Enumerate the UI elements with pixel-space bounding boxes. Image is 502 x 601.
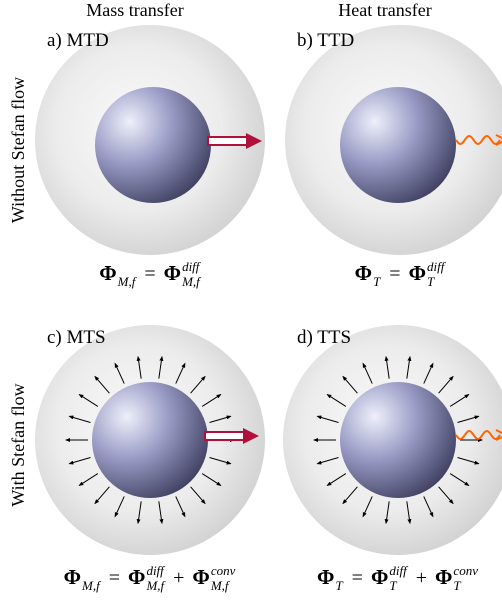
formula-operator: = — [352, 567, 363, 589]
stefan-arrow — [158, 355, 164, 379]
stefan-arrow — [342, 375, 358, 394]
formula-superscript: diff — [146, 563, 166, 578]
formula-superscript: diff — [389, 563, 409, 578]
formula-subscript: T — [427, 274, 435, 289]
stefan-arrow — [94, 486, 110, 505]
stefan-arrow — [136, 355, 142, 379]
stefan-arrow — [438, 375, 454, 394]
formula-superscript: conv — [453, 563, 478, 578]
particle — [95, 87, 211, 203]
stefan-arrow — [423, 496, 434, 518]
mass-flux-head — [243, 428, 259, 444]
stefan-arrow — [457, 456, 480, 465]
panel-label: d) TTS — [297, 327, 351, 348]
formula-symbol: Φ — [317, 565, 334, 589]
column-header: Heat transfer — [338, 0, 431, 20]
stefan-arrow — [423, 362, 434, 384]
formula-symbol: Φ — [99, 261, 116, 285]
stefan-arrow — [362, 496, 373, 518]
formula-operator: + — [173, 567, 184, 589]
stefan-arrow — [190, 375, 206, 394]
formula-subscript: M,f — [210, 578, 231, 593]
stefan-arrow — [406, 501, 412, 525]
particle — [92, 382, 208, 498]
stefan-arrow — [175, 362, 186, 384]
heat-flux-wave — [455, 429, 501, 441]
stefan-arrow — [94, 375, 110, 394]
stefan-arrow — [209, 415, 232, 424]
formula-subscript: M,f — [181, 274, 202, 289]
mass-flux-head — [246, 133, 262, 149]
formula-operator: = — [109, 567, 120, 589]
stefan-arrow — [78, 473, 99, 486]
formula-symbol: Φ — [164, 261, 181, 285]
stefan-arrow — [209, 456, 232, 465]
formula-symbol: Φ — [409, 261, 426, 285]
formula-symbol: Φ — [128, 565, 145, 589]
stefan-arrow — [201, 394, 222, 407]
stefan-arrow — [68, 415, 91, 424]
heat-flux-head — [495, 429, 502, 441]
stefan-arrow — [406, 355, 412, 379]
stefan-arrow — [316, 456, 339, 465]
stefan-arrow — [342, 486, 358, 505]
stefan-arrow — [384, 355, 390, 379]
formula-subscript: T — [335, 578, 343, 593]
content: Mass transfer Heat transfer Without Stefan… — [8, 0, 502, 593]
formula-symbol: Φ — [371, 565, 388, 589]
stefan-arrow — [384, 501, 390, 525]
stefan-arrow — [438, 486, 454, 505]
mass-flux-arrow — [204, 431, 246, 441]
formula-symbol: Φ — [355, 261, 372, 285]
column-header: Mass transfer — [86, 0, 183, 20]
formula-subscript: M,f — [117, 274, 138, 289]
formula-subscript: M,f — [81, 578, 102, 593]
panel-label: b) TTD — [297, 30, 354, 51]
formula-symbol: Φ — [192, 565, 209, 589]
stefan-arrow — [190, 486, 206, 505]
stefan-arrow — [326, 394, 347, 407]
panel-label: a) MTD — [47, 30, 109, 51]
stefan-arrow — [158, 501, 164, 525]
formula-operator: = — [389, 263, 400, 285]
particle — [340, 87, 456, 203]
stefan-arrow — [362, 362, 373, 384]
stefan-arrow — [175, 496, 186, 518]
formula-symbol: Φ — [64, 565, 81, 589]
formula-subscript: T — [373, 274, 381, 289]
stefan-arrow — [316, 415, 339, 424]
stefan-arrow — [326, 473, 347, 486]
row-label: Without Stefan flow — [8, 77, 28, 223]
stefan-arrow — [114, 362, 125, 384]
heat-flux-head — [495, 134, 502, 146]
stefan-arrow — [457, 415, 480, 424]
formula-superscript: diff — [182, 259, 202, 274]
formula-operator: = — [144, 263, 155, 285]
stefan-arrow — [136, 501, 142, 525]
panel-label: c) MTS — [47, 327, 106, 348]
stefan-arrow — [68, 456, 91, 465]
stefan-arrow — [449, 473, 470, 486]
heat-flux-wave — [455, 134, 501, 146]
formula-symbol: Φ — [435, 565, 452, 589]
formula-subscript: T — [389, 578, 397, 593]
stefan-arrow — [201, 473, 222, 486]
mass-flux-arrow — [207, 136, 249, 146]
stefan-arrow — [449, 394, 470, 407]
formula-subscript: M,f — [145, 578, 166, 593]
formula-superscript: diff — [427, 259, 447, 274]
particle — [340, 382, 456, 498]
formula-operator: + — [416, 567, 427, 589]
stefan-arrow — [78, 394, 99, 407]
stefan-arrow — [114, 496, 125, 518]
row-label: With Stefan flow — [8, 383, 28, 506]
formula-subscript: T — [453, 578, 461, 593]
formula-superscript: conv — [211, 563, 236, 578]
